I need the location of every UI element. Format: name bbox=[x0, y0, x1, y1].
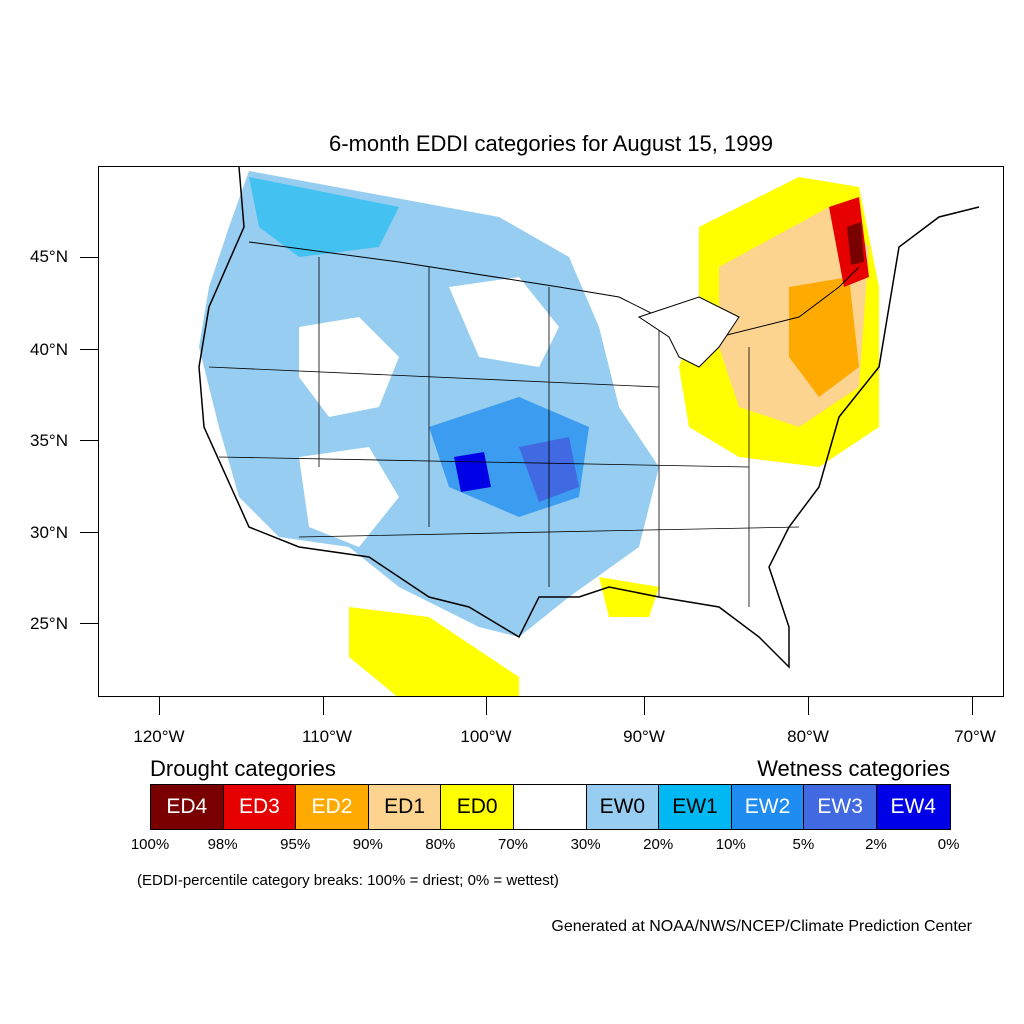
legend-box-normal bbox=[513, 785, 587, 829]
percent-break-label: 80% bbox=[425, 836, 456, 853]
xtick-label-70w: 70°W bbox=[954, 727, 996, 746]
percent-break-label: 30% bbox=[570, 836, 601, 853]
ed0-south-region bbox=[349, 607, 519, 696]
us-outline bbox=[198, 167, 980, 669]
credit-line: Generated at NOAA/NWS/NCEP/Climate Predi… bbox=[551, 918, 972, 935]
legend-box-ew1: EW1 bbox=[659, 785, 732, 829]
normal-plains-patch bbox=[449, 277, 559, 367]
ytick-label-45n: 45°N bbox=[30, 247, 68, 266]
percent-break-label: 70% bbox=[497, 836, 529, 853]
legend-box-ed3: ED3 bbox=[223, 785, 297, 829]
ytick-label-30n: 30°N bbox=[30, 523, 68, 542]
state-line-a bbox=[318, 257, 750, 607]
legend-box-ed0: ED0 bbox=[441, 785, 514, 829]
legend-box-ed4: ED4 bbox=[151, 785, 224, 829]
great-lakes bbox=[637, 296, 740, 368]
xtick-label-120w: 120°W bbox=[133, 727, 185, 746]
percent-break-label: 95% bbox=[280, 836, 311, 853]
map-title: 6-month EDDI categories for August 15, 1… bbox=[329, 131, 773, 156]
ytick-label-35n: 35°N bbox=[30, 431, 68, 450]
state-line-b bbox=[208, 366, 800, 538]
category-legend-bar: ED4 ED3 ED2 ED1 ED0 EW0 EW1 EW2 EW3 EW4 bbox=[150, 784, 951, 830]
percent-break-label: 20% bbox=[643, 836, 674, 853]
ed4-northeast-region bbox=[847, 222, 864, 265]
legend-box-ew4: EW4 bbox=[876, 785, 950, 829]
category-footnote: (EDDI-percentile category breaks: 100% =… bbox=[137, 872, 559, 889]
ytick-label-25n: 25°N bbox=[30, 614, 68, 633]
xtick-label-100w: 100°W bbox=[460, 727, 512, 746]
percent-break-label: 0% bbox=[937, 836, 960, 853]
xtick-label-80w: 80°W bbox=[787, 727, 829, 746]
xtick-mark bbox=[159, 697, 160, 715]
xtick-mark bbox=[323, 697, 324, 715]
xtick-mark bbox=[808, 697, 809, 715]
percent-break-label: 5% bbox=[792, 836, 815, 853]
percent-break-label: 10% bbox=[715, 836, 746, 853]
ytick-label-40n: 40°N bbox=[30, 340, 68, 359]
ew1-northwest-region bbox=[249, 177, 399, 257]
eddi-map bbox=[98, 166, 1004, 697]
xtick-mark bbox=[644, 697, 645, 715]
percent-break-label: 98% bbox=[207, 836, 238, 853]
ytick-mark bbox=[80, 257, 98, 258]
legend-box-ew3: EW3 bbox=[804, 785, 877, 829]
wetness-categories-heading: Wetness categories bbox=[757, 756, 950, 781]
xtick-mark bbox=[486, 697, 487, 715]
percent-break-label: 100% bbox=[130, 836, 170, 853]
xtick-mark bbox=[972, 697, 973, 715]
legend-box-ew2: EW2 bbox=[731, 785, 805, 829]
legend-box-ed1: ED1 bbox=[368, 785, 442, 829]
map-canvas bbox=[198, 167, 980, 696]
ed2-northeast-region bbox=[789, 277, 859, 397]
normal-southwest-patch bbox=[299, 447, 399, 547]
normal-west-patch bbox=[299, 317, 399, 417]
percent-break-label: 2% bbox=[865, 836, 887, 853]
ytick-mark bbox=[80, 349, 98, 350]
ed0-gulf-region bbox=[599, 577, 659, 617]
ytick-mark bbox=[80, 440, 98, 441]
xtick-label-110w: 110°W bbox=[302, 727, 352, 746]
xtick-label-90w: 90°W bbox=[623, 727, 665, 746]
legend-box-ew0: EW0 bbox=[586, 785, 660, 829]
legend-box-ed2: ED2 bbox=[296, 785, 369, 829]
ytick-mark bbox=[80, 532, 98, 533]
ytick-mark bbox=[80, 623, 98, 624]
percent-break-label: 90% bbox=[352, 836, 383, 853]
drought-categories-heading: Drought categories bbox=[150, 756, 336, 781]
